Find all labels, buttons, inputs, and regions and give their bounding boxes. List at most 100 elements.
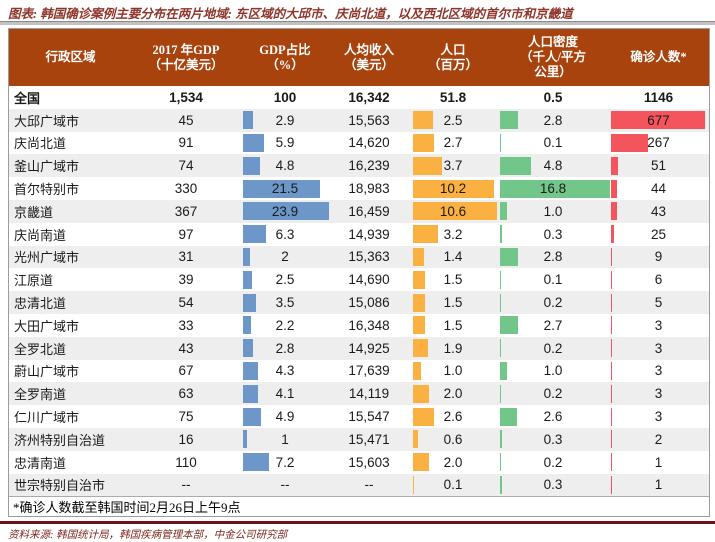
- orange-bar: [413, 408, 434, 426]
- gdp-value: --: [132, 477, 240, 492]
- region-name: 光州广域市: [9, 247, 132, 266]
- data-table: 行政区域 2017 年GDP （十亿美元） GDP占比 （%） 人均收入 （美元…: [8, 28, 710, 517]
- population-cell-value: 51.8: [440, 90, 466, 105]
- population-cell-value: 0.1: [444, 477, 463, 492]
- gdp-value: 63: [132, 386, 240, 401]
- gdp-share-cell-value: 4.8: [276, 158, 295, 173]
- header-confirmed: 确诊人数*: [608, 50, 709, 65]
- confirmed-cell-value: 3: [655, 363, 663, 378]
- green-bar: [500, 316, 518, 334]
- gdp-share-cell: 2.8: [240, 337, 330, 360]
- blue-bar: [243, 157, 260, 175]
- population-cell: 51.8: [408, 86, 498, 109]
- confirmed-cell-value: 3: [655, 409, 663, 424]
- income-cell: 16,459: [330, 204, 408, 219]
- confirmed-cell-value: 2: [655, 432, 663, 447]
- gdp-share-cell-value: 23.9: [272, 204, 298, 219]
- income-cell: 18,983: [330, 181, 408, 196]
- gdp-share-cell: 7.2: [240, 451, 330, 474]
- blue-bar: [243, 134, 264, 152]
- density-cell-value: 1.0: [544, 204, 563, 219]
- income-cell: 15,603: [330, 455, 408, 470]
- gdp-share-cell-value: 100: [274, 90, 297, 105]
- red-bar: [611, 271, 612, 289]
- income-cell: 15,086: [330, 295, 408, 310]
- population-cell-value: 2.0: [444, 455, 463, 470]
- orange-bar: [413, 134, 434, 152]
- gdp-share-cell: 4.1: [240, 382, 330, 405]
- confirmed-cell: 6: [608, 268, 709, 291]
- population-cell: 2.0: [408, 451, 498, 474]
- population-cell: 1.5: [408, 291, 498, 314]
- confirmed-cell-value: 3: [655, 318, 663, 333]
- confirmed-cell-value: 9: [655, 249, 663, 264]
- green-bar: [500, 339, 501, 357]
- source-line: 资料来源: 韩国统计局，韩国疾病管理本部，中金公司研究部: [8, 527, 708, 542]
- header-density: 人口密度 （千人/平方 公里）: [498, 35, 608, 80]
- green-bar: [500, 294, 501, 312]
- header-gdp: 2017 年GDP （十亿美元）: [132, 43, 240, 73]
- population-cell: 2.5: [408, 109, 498, 132]
- orange-bar: [413, 339, 428, 357]
- gdp-value: 45: [132, 113, 240, 128]
- density-cell: 2.6: [498, 405, 608, 428]
- table-header-row: 行政区域 2017 年GDP （十亿美元） GDP占比 （%） 人均收入 （美元…: [9, 29, 709, 86]
- population-cell-value: 1.9: [444, 341, 463, 356]
- confirmed-cell: 3: [608, 382, 709, 405]
- region-name: 蔚山广域市: [9, 361, 132, 380]
- gdp-value: 67: [132, 363, 240, 378]
- gdp-value: 43: [132, 341, 240, 356]
- density-cell: 0.3: [498, 223, 608, 246]
- density-cell-value: 0.1: [544, 272, 563, 287]
- blue-bar: [243, 294, 256, 312]
- gdp-share-cell: 4.8: [240, 154, 330, 177]
- blue-bar: [243, 316, 251, 334]
- income-cell: 14,690: [330, 272, 408, 287]
- confirmed-cell-value: 5: [655, 295, 663, 310]
- density-cell-value: 0.3: [544, 477, 563, 492]
- density-cell: 2.8: [498, 246, 608, 269]
- gdp-value: 74: [132, 158, 240, 173]
- population-cell: 10.2: [408, 177, 498, 200]
- confirmed-cell: 677: [608, 109, 709, 132]
- confirmed-cell: 3: [608, 314, 709, 337]
- income-cell: 16,342: [330, 90, 408, 105]
- gdp-value: 33: [132, 318, 240, 333]
- gdp-value: 330: [132, 181, 240, 196]
- population-cell-value: 10.2: [440, 181, 466, 196]
- income-cell: 14,119: [330, 386, 408, 401]
- red-bar: [611, 248, 612, 266]
- gdp-share-cell: --: [240, 474, 330, 497]
- region-name: 全罗北道: [9, 339, 132, 358]
- population-cell-value: 2.7: [444, 135, 463, 150]
- population-cell-value: 1.4: [444, 249, 463, 264]
- region-name: 济州特别自治道: [9, 430, 132, 449]
- region-name: 釜山广域市: [9, 156, 132, 175]
- gdp-share-cell-value: 4.1: [276, 386, 295, 401]
- density-cell-value: 0.5: [544, 90, 563, 105]
- region-name: 首尔特别市: [9, 179, 132, 198]
- confirmed-cell-value: 3: [655, 341, 663, 356]
- confirmed-cell-value: 1: [655, 477, 663, 492]
- gdp-value: 367: [132, 204, 240, 219]
- income-cell: 16,239: [330, 158, 408, 173]
- gdp-share-cell-value: 4.9: [276, 409, 295, 424]
- blue-bar: [243, 271, 252, 289]
- confirmed-cell-value: 44: [651, 181, 666, 196]
- income-cell: 16,348: [330, 318, 408, 333]
- confirmed-cell: 1: [608, 474, 709, 497]
- population-cell-value: 2.6: [444, 409, 463, 424]
- population-cell: 0.6: [408, 428, 498, 451]
- density-cell: 0.2: [498, 291, 608, 314]
- confirmed-cell: 25: [608, 223, 709, 246]
- gdp-value: 54: [132, 295, 240, 310]
- header-gdp-share: GDP占比 （%）: [240, 43, 330, 73]
